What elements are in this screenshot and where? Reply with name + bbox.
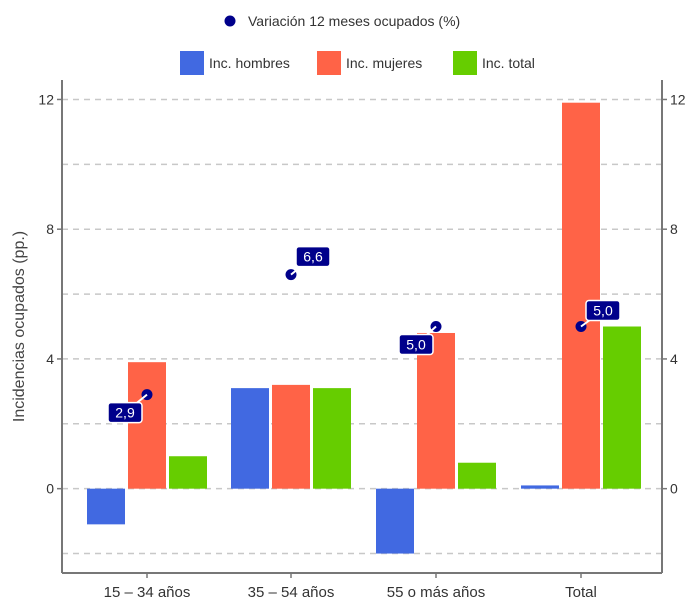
y-tick-label-right: 4	[670, 351, 678, 367]
y-axis-label: Incidencias ocupados (pp.)	[11, 231, 28, 422]
bars	[87, 102, 641, 554]
points	[141, 269, 587, 401]
point-label-text: 6,6	[303, 249, 323, 265]
bar-inc-mujeres-0	[128, 362, 166, 489]
point-label-box	[295, 245, 331, 268]
y-tick-label-right: 12	[670, 91, 686, 107]
y-tick-label-left: 0	[46, 481, 54, 497]
bar-inc-total-0	[169, 456, 207, 489]
legend-label-0: Inc. hombres	[209, 55, 290, 71]
plot-area: 2,9 6,6 5,0 5,0 0 0 4 4 8 8 12 12 15 – 34 años 35 – …	[38, 80, 686, 601]
y-tick-label-left: 4	[46, 351, 54, 367]
point-label-0: 2,9	[107, 401, 143, 424]
bar-inc-hombres-1	[231, 388, 269, 489]
bar-inc-total-1	[313, 388, 351, 489]
x-tick-label: Total	[565, 584, 597, 600]
point-label-text: 2,9	[115, 405, 135, 421]
bar-inc-mujeres-3	[562, 102, 600, 489]
legend-row-bars: Inc. hombres Inc. mujeres Inc. total	[180, 51, 535, 75]
legend: Variación 12 meses ocupados (%) Inc. hom…	[180, 13, 535, 75]
y-tick-label-right: 0	[670, 481, 678, 497]
x-tick-label: 55 o más años	[387, 584, 485, 600]
bar-inc-hombres-2	[376, 488, 414, 554]
x-tick-label: 35 – 54 años	[248, 584, 335, 600]
axes: 0 0 4 4 8 8 12 12 15 – 34 años 35 – 54 años 55 o m…	[38, 80, 686, 601]
legend-swatch-0	[180, 51, 204, 75]
point-label-box	[398, 333, 434, 356]
legend-swatch-1	[317, 51, 341, 75]
bar-inc-hombres-0	[87, 488, 125, 525]
point-labels: 2,9 6,6 5,0 5,0	[107, 245, 621, 424]
point-label-box	[107, 401, 143, 424]
legend-row-points: Variación 12 meses ocupados (%)	[224, 13, 460, 29]
legend-swatch-2	[453, 51, 477, 75]
bar-inc-total-2	[458, 462, 496, 489]
point-label-text: 5,0	[593, 303, 613, 319]
bar-inc-total-3	[603, 326, 641, 489]
bar-inc-mujeres-2	[417, 332, 455, 489]
legend-point-label: Variación 12 meses ocupados (%)	[248, 13, 460, 29]
point-label-box	[585, 299, 621, 322]
legend-label-2: Inc. total	[482, 55, 535, 71]
point-label-2: 5,0	[398, 333, 434, 356]
y-tick-label-left: 12	[38, 91, 54, 107]
point-label-text: 5,0	[406, 337, 426, 353]
y-tick-label-right: 8	[670, 221, 678, 237]
point-label-3: 5,0	[585, 299, 621, 322]
point-label-1: 6,6	[295, 245, 331, 268]
y-tick-label-left: 8	[46, 221, 54, 237]
bar-inc-mujeres-1	[272, 384, 310, 489]
legend-point-marker	[224, 15, 236, 27]
x-tick-label: 15 – 34 años	[104, 584, 191, 600]
legend-label-1: Inc. mujeres	[346, 55, 422, 71]
bar-inc-hombres-3	[521, 485, 559, 489]
